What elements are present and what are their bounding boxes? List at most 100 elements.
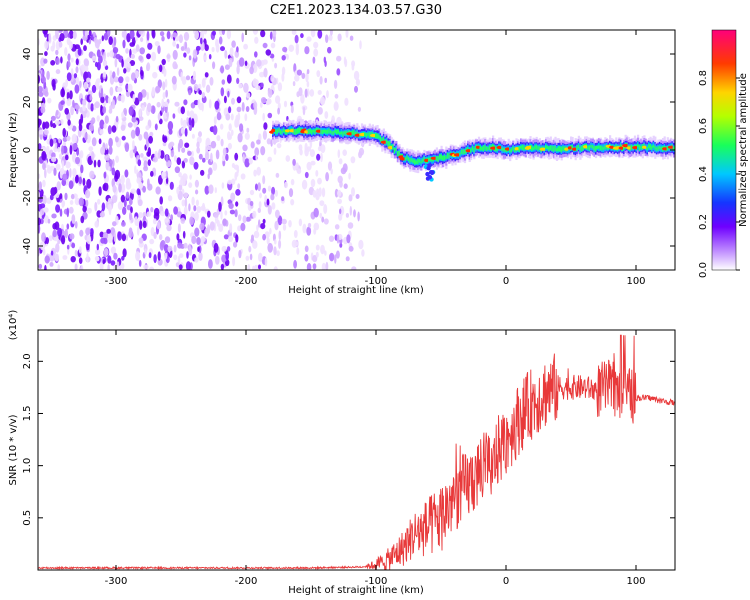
heatmap-xtick-label: -100 <box>365 276 388 287</box>
heatmap-noise-cell <box>143 131 149 140</box>
heatmap-noise-cell <box>131 72 136 81</box>
heatmap-noise-cell <box>295 162 299 170</box>
heatmap-ridge-cell <box>523 145 526 151</box>
heatmap-ridge-cell <box>546 146 549 149</box>
heatmap-noise-cell <box>221 245 227 252</box>
heatmap-ridge-cell <box>340 131 343 135</box>
heatmap-noise-cell <box>60 56 63 64</box>
heatmap-noise-cell <box>47 164 51 171</box>
heatmap-ridge-cell <box>293 129 296 135</box>
heatmap-noise-cell <box>192 70 197 81</box>
heatmap-noise-cell <box>88 123 94 132</box>
heatmap-noise-cell <box>253 169 257 177</box>
heatmap-noise-cell <box>212 125 218 136</box>
heatmap-noise-cell <box>198 252 203 261</box>
heatmap-ridge-cell <box>438 154 442 160</box>
heatmap-noise-cell <box>186 251 189 259</box>
heatmap-ridge-cell <box>590 144 593 148</box>
heatmap-ridge-cell <box>342 131 345 137</box>
heatmap-noise-cell <box>55 49 59 56</box>
heatmap-noise-cell <box>251 234 254 241</box>
heatmap-noise-cell <box>147 42 153 50</box>
heatmap-noise-cell <box>129 30 135 40</box>
heatmap-noise-cell <box>220 87 225 97</box>
heatmap-ridge-cell <box>376 133 379 139</box>
heatmap-noise-cell <box>238 83 243 89</box>
heatmap-noise-cell <box>100 104 103 111</box>
heatmap-ridge-cell <box>554 145 557 151</box>
heatmap-noise-cell <box>170 214 174 221</box>
heatmap-noise-cell <box>316 70 321 78</box>
heatmap-ridge-cell <box>467 147 470 151</box>
heatmap-noise-cell <box>117 201 124 211</box>
heatmap-noise-cell <box>136 188 141 195</box>
heatmap-noise-cell <box>183 31 190 41</box>
heatmap-noise-cell <box>298 87 303 97</box>
heatmap-ridge-cell <box>470 148 473 153</box>
heatmap-peak-cell <box>315 129 322 133</box>
heatmap-noise-cell <box>328 34 333 41</box>
heatmap-ridge-cell <box>410 158 413 162</box>
heatmap-noise-cell <box>229 47 234 57</box>
heatmap-noise-cell <box>241 102 245 112</box>
heatmap-noise-cell <box>220 123 224 130</box>
heatmap-ridge-cell <box>443 154 446 161</box>
heatmap-noise-cell <box>83 45 87 52</box>
heatmap-noise-cell <box>93 159 97 168</box>
heatmap-noise-cell <box>78 176 83 185</box>
snr-xtick-label: 100 <box>626 576 645 587</box>
heatmap-noise-cell <box>349 205 352 216</box>
heatmap-noise-cell <box>200 37 203 45</box>
heatmap-noise-cell <box>188 203 191 212</box>
heatmap-ridge-cell <box>532 147 535 151</box>
colorbar-tick-label: 0.4 <box>698 166 709 182</box>
heatmap-noise-cell <box>266 198 270 206</box>
heatmap-noise-cell <box>71 125 77 132</box>
colorbar-tick-label: 0.0 <box>698 262 709 278</box>
heatmap-noise-cell <box>46 197 52 204</box>
heatmap-noise-cell <box>166 54 171 59</box>
heatmap-noise-cell <box>132 140 135 150</box>
heatmap-ridge-cell <box>484 144 487 150</box>
heatmap-ridge-cell <box>646 146 649 150</box>
heatmap-noise-cell <box>61 145 65 156</box>
heatmap-noise-cell <box>111 125 117 133</box>
heatmap-noise-cell <box>253 101 258 110</box>
heatmap-noise-cell <box>345 256 350 262</box>
heatmap-noise-cell <box>220 196 224 207</box>
heatmap-noise-cell <box>220 263 225 270</box>
heatmap-noise-cell <box>82 177 86 186</box>
heatmap-noise-cell <box>153 231 157 239</box>
heatmap-noise-cell <box>234 209 238 218</box>
heatmap-noise-cell <box>41 150 47 161</box>
heatmap-noise-cell <box>98 138 102 145</box>
heatmap-noise-cell <box>116 67 120 77</box>
heatmap-noise-cell <box>142 220 147 229</box>
heatmap-noise-cell <box>50 120 53 128</box>
heatmap-noise-cell <box>194 211 199 221</box>
heatmap-noise-cell <box>107 203 112 212</box>
heatmap-noise-cell <box>66 244 70 250</box>
heatmap-ridge-cell <box>619 144 623 148</box>
heatmap-noise-cell <box>162 136 168 143</box>
heatmap-noise-cell <box>174 166 181 174</box>
heatmap-noise-cell <box>307 222 312 228</box>
heatmap-noise-cell <box>161 171 167 179</box>
heatmap-noise-cell <box>149 131 154 137</box>
heatmap-noise-cell <box>183 192 189 199</box>
heatmap-noise-cell <box>309 89 315 97</box>
heatmap-noise-cell <box>44 264 47 270</box>
heatmap-ridge-cell <box>345 130 348 136</box>
snr-xtick-label: -300 <box>105 576 128 587</box>
heatmap-ridge-cell <box>587 145 590 150</box>
heatmap-noise-cell <box>277 215 283 226</box>
heatmap-noise-cell <box>298 218 303 227</box>
heatmap-noise-cell <box>254 147 260 157</box>
heatmap-noise-cell <box>306 69 310 75</box>
heatmap-noise-cell <box>50 115 56 122</box>
heatmap-noise-cell <box>198 131 202 138</box>
snr-frame <box>37 329 676 571</box>
heatmap-noise-cell <box>181 147 186 153</box>
heatmap-noise-cell <box>113 252 118 260</box>
heatmap-noise-cell <box>179 179 183 186</box>
